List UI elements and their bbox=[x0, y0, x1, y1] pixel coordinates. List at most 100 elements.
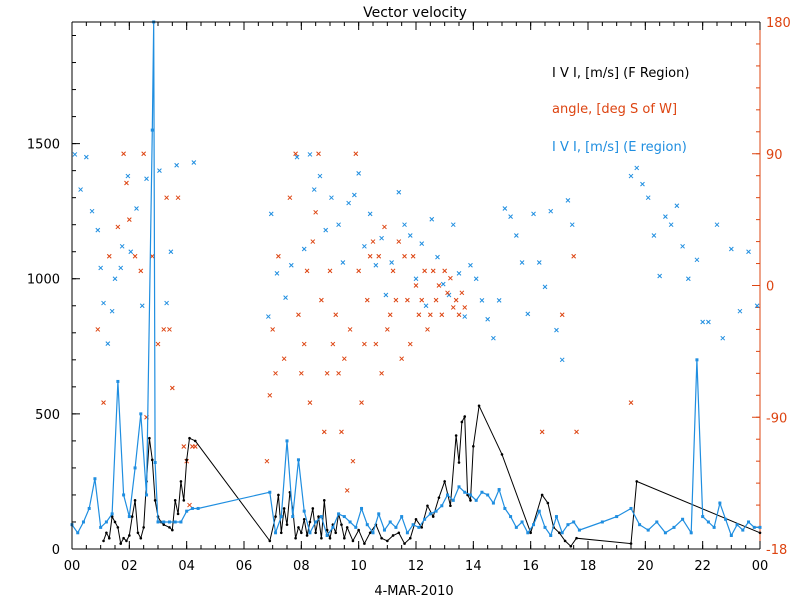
f-region-point bbox=[420, 526, 424, 529]
e-region-x-marker-stroke bbox=[373, 262, 379, 268]
angle-x-marker bbox=[347, 327, 353, 332]
angle-x-marker-stroke bbox=[298, 370, 304, 376]
e-region-point bbox=[724, 517, 728, 521]
e-region-point bbox=[291, 515, 295, 519]
angle-x-marker bbox=[273, 370, 278, 376]
angle-x-marker-stroke bbox=[126, 217, 132, 222]
e-region-point bbox=[629, 506, 633, 510]
angle-x-marker bbox=[364, 297, 370, 303]
e-region-x-marker-stroke bbox=[491, 335, 496, 341]
e-region-x-marker-stroke bbox=[496, 298, 502, 303]
e-region-point bbox=[638, 523, 642, 527]
e-region-x-marker bbox=[139, 303, 145, 309]
e-region-point bbox=[337, 512, 341, 516]
e-region-point bbox=[663, 531, 667, 535]
f-region-point bbox=[268, 539, 272, 543]
e-region-x-marker-stroke bbox=[450, 222, 456, 228]
e-region-x-marker-stroke bbox=[640, 181, 645, 187]
y-tick-label-right: 90 bbox=[766, 148, 783, 163]
e-region-x-marker bbox=[456, 270, 462, 276]
e-region-point bbox=[560, 531, 564, 535]
e-region-x-marker-stroke bbox=[519, 260, 525, 265]
f-region-point bbox=[408, 536, 412, 540]
angle-x-marker bbox=[399, 356, 405, 362]
f-region-point bbox=[426, 504, 429, 508]
x-tick-label: 22 bbox=[694, 559, 711, 574]
f-region-point bbox=[294, 536, 297, 540]
e-region-point bbox=[672, 525, 676, 529]
angle-x-marker bbox=[296, 312, 301, 318]
angle-x-marker bbox=[298, 370, 304, 376]
angle-x-marker bbox=[307, 400, 313, 405]
f-region-point bbox=[179, 480, 183, 483]
e-region-x-marker-stroke bbox=[423, 303, 429, 309]
x-tick-label: 20 bbox=[637, 559, 654, 574]
e-region-x-marker-stroke bbox=[367, 211, 373, 217]
e-region-x-marker-stroke bbox=[396, 189, 402, 195]
angle-x-marker-stroke bbox=[101, 400, 106, 405]
f-region-point bbox=[302, 517, 306, 521]
e-region-point bbox=[150, 128, 154, 132]
angle-x-marker bbox=[445, 290, 450, 296]
e-region-x-marker bbox=[565, 198, 571, 203]
angle-x-marker bbox=[419, 297, 425, 303]
e-region-point bbox=[302, 509, 306, 513]
angle-x-marker-stroke bbox=[425, 327, 430, 332]
e-region-x-marker bbox=[95, 227, 101, 233]
e-region-point bbox=[285, 439, 289, 443]
f-region-line bbox=[103, 404, 761, 548]
angle-x-marker bbox=[384, 327, 390, 332]
y-tick-label-left: 1500 bbox=[27, 138, 60, 153]
e-region-x-marker-stroke bbox=[435, 254, 440, 260]
e-region-x-marker bbox=[109, 308, 115, 314]
angle-x-marker bbox=[167, 327, 172, 332]
angle-x-marker-stroke bbox=[574, 429, 579, 435]
e-region-point bbox=[274, 531, 278, 535]
angle-x-marker-stroke bbox=[448, 275, 453, 281]
e-region-point bbox=[377, 512, 381, 516]
angle-x-marker bbox=[462, 305, 468, 310]
angle-x-marker-stroke bbox=[273, 370, 278, 376]
angle-x-marker bbox=[396, 239, 402, 244]
e-region-x-marker bbox=[479, 298, 485, 303]
e-region-x-marker bbox=[559, 357, 565, 363]
f-region-point bbox=[317, 515, 320, 518]
angle-x-marker-stroke bbox=[270, 327, 276, 332]
f-region-point bbox=[540, 493, 544, 497]
f-region-point bbox=[343, 536, 346, 540]
angle-x-marker-stroke bbox=[436, 283, 442, 288]
e-region-point bbox=[93, 477, 97, 481]
e-region-x-marker-stroke bbox=[473, 276, 479, 282]
e-region-point bbox=[712, 525, 716, 529]
angle-x-marker-stroke bbox=[384, 327, 390, 332]
angle-x-marker-stroke bbox=[387, 312, 393, 318]
f-region-point bbox=[282, 507, 286, 510]
e-region-x-marker bbox=[419, 241, 425, 246]
e-region-x-marker bbox=[413, 276, 419, 282]
angle-x-marker-stroke bbox=[95, 327, 101, 332]
e-region-x-marker-stroke bbox=[554, 327, 559, 333]
e-region-x-marker bbox=[485, 316, 491, 322]
angle-x-marker-stroke bbox=[264, 458, 270, 464]
angle-x-marker-stroke bbox=[459, 290, 465, 296]
e-region-x-marker bbox=[634, 165, 640, 171]
angle-x-marker-stroke bbox=[439, 312, 445, 318]
angle-x-marker bbox=[367, 253, 373, 259]
angle-x-marker bbox=[155, 341, 161, 347]
e-region-x-marker bbox=[83, 154, 89, 160]
e-region-point bbox=[741, 528, 745, 532]
angle-x-marker bbox=[333, 312, 339, 318]
e-region-x-marker bbox=[754, 303, 760, 309]
angle-x-marker bbox=[430, 268, 436, 274]
x-tick-label: 04 bbox=[178, 559, 195, 574]
angle-x-marker-stroke bbox=[390, 268, 396, 274]
e-region-point bbox=[167, 520, 171, 524]
e-region-x-marker bbox=[502, 206, 508, 211]
e-region-x-marker bbox=[125, 173, 131, 179]
e-region-x-marker bbox=[407, 233, 413, 238]
f-region-point bbox=[403, 542, 406, 545]
e-region-point bbox=[388, 520, 392, 524]
e-region-point bbox=[411, 523, 415, 527]
e-region-point bbox=[718, 501, 722, 505]
angle-x-marker bbox=[344, 488, 350, 493]
